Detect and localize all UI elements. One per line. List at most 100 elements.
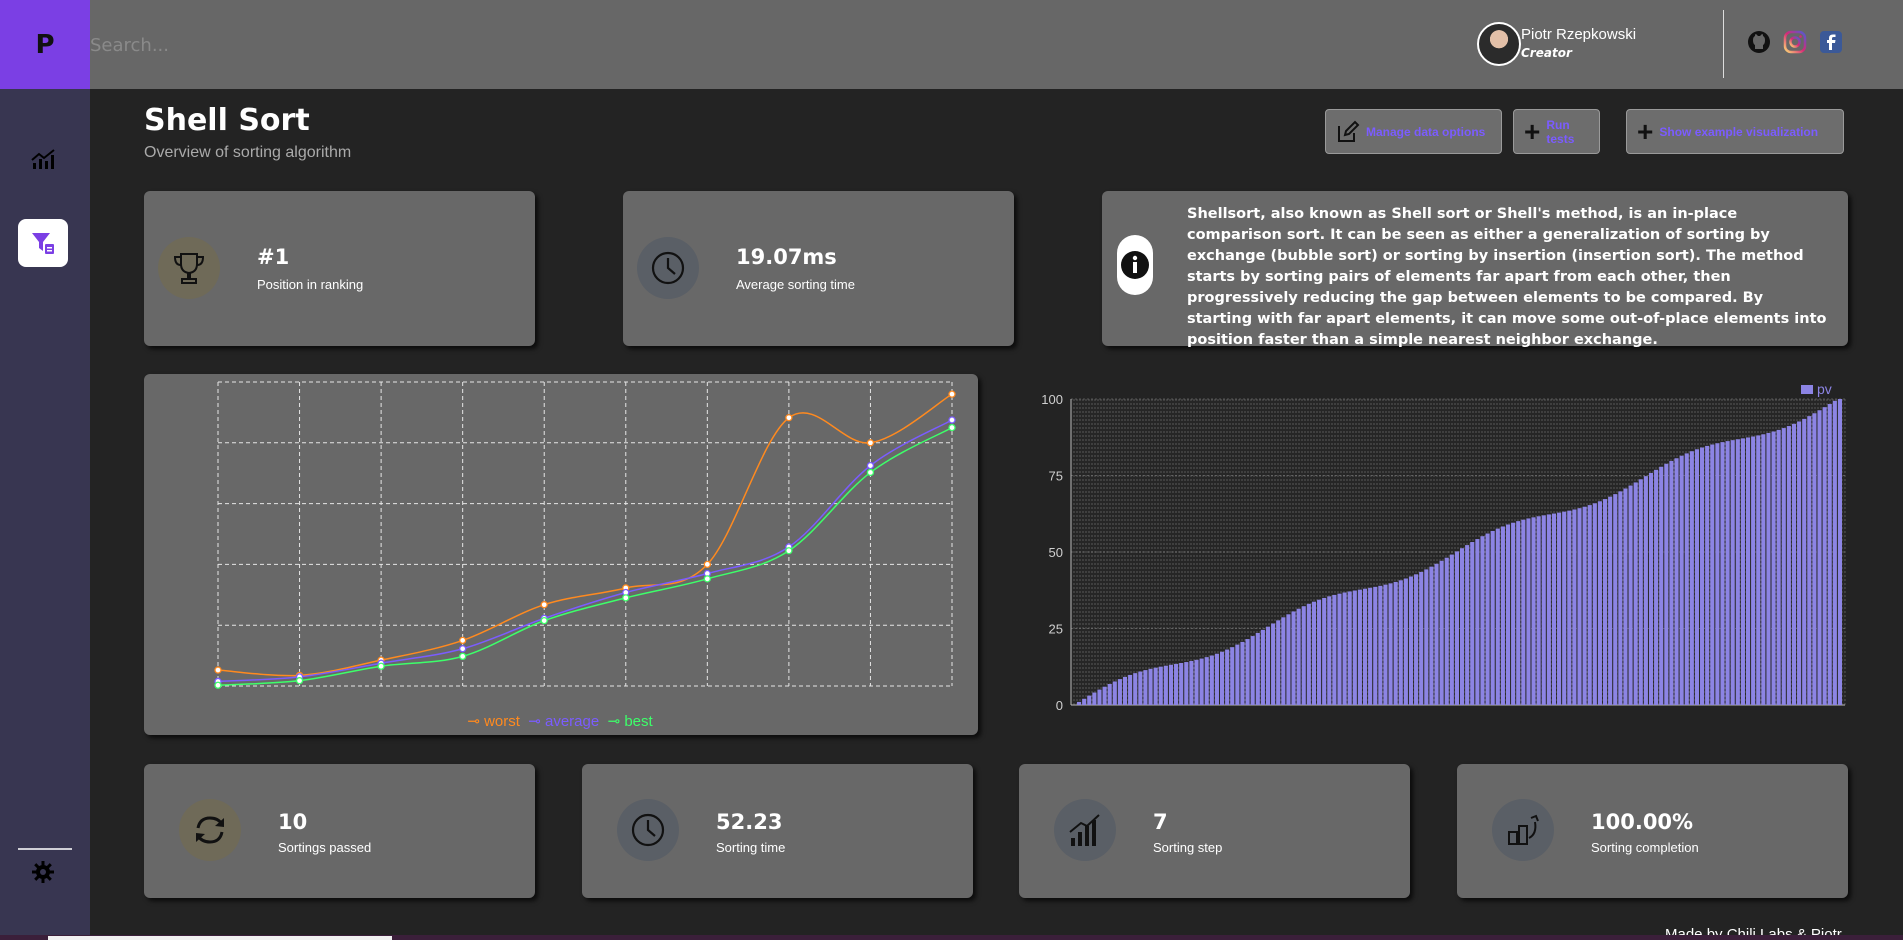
data-point-best[interactable] bbox=[377, 662, 385, 670]
avatar[interactable] bbox=[1477, 22, 1521, 66]
bar[interactable] bbox=[1613, 494, 1618, 705]
bar[interactable] bbox=[1679, 455, 1684, 705]
bar[interactable] bbox=[1291, 611, 1296, 705]
data-point-average[interactable] bbox=[948, 416, 956, 424]
bar[interactable] bbox=[1500, 526, 1505, 705]
bar[interactable] bbox=[1557, 512, 1562, 705]
bar[interactable] bbox=[1368, 587, 1373, 705]
bar[interactable] bbox=[1832, 400, 1837, 705]
bar[interactable] bbox=[1444, 557, 1449, 705]
bar[interactable] bbox=[1495, 528, 1500, 705]
bar[interactable] bbox=[1322, 597, 1327, 705]
bar[interactable] bbox=[1766, 432, 1771, 705]
bar[interactable] bbox=[1694, 449, 1700, 705]
bar[interactable] bbox=[1383, 584, 1388, 705]
bar[interactable] bbox=[1235, 644, 1240, 705]
bar[interactable] bbox=[1802, 418, 1807, 705]
bar[interactable] bbox=[1526, 518, 1531, 705]
bar[interactable] bbox=[1082, 698, 1087, 705]
bar[interactable] bbox=[1337, 593, 1342, 705]
bar[interactable] bbox=[1393, 581, 1398, 705]
bar[interactable] bbox=[1306, 603, 1311, 705]
data-point-worst[interactable] bbox=[948, 390, 956, 398]
data-point-best[interactable] bbox=[866, 468, 875, 477]
bar[interactable] bbox=[1725, 441, 1730, 705]
bar[interactable] bbox=[1475, 539, 1480, 705]
bar[interactable] bbox=[1347, 591, 1352, 705]
bar[interactable] bbox=[1408, 576, 1414, 705]
bar[interactable] bbox=[1419, 571, 1424, 705]
bar[interactable] bbox=[1424, 569, 1429, 705]
bar[interactable] bbox=[1827, 404, 1832, 705]
bar[interactable] bbox=[1429, 566, 1434, 705]
bar[interactable] bbox=[1551, 513, 1557, 705]
bar[interactable] bbox=[1133, 673, 1138, 705]
data-point-best[interactable] bbox=[703, 575, 711, 583]
bar[interactable] bbox=[1756, 435, 1761, 705]
data-point-worst[interactable] bbox=[540, 601, 548, 609]
bar[interactable] bbox=[1730, 440, 1735, 705]
bar[interactable] bbox=[1654, 469, 1659, 705]
bar[interactable] bbox=[1117, 679, 1122, 705]
bar[interactable] bbox=[1674, 458, 1679, 705]
bar[interactable] bbox=[1143, 670, 1148, 705]
data-point-worst[interactable] bbox=[459, 636, 467, 645]
bar[interactable] bbox=[1837, 399, 1842, 705]
bar[interactable] bbox=[1669, 460, 1674, 705]
bar[interactable] bbox=[1199, 658, 1204, 705]
data-point-worst[interactable] bbox=[866, 439, 875, 447]
bar[interactable] bbox=[1388, 583, 1393, 705]
bar[interactable] bbox=[1250, 636, 1255, 705]
bar[interactable] bbox=[1128, 674, 1133, 705]
data-point-average[interactable] bbox=[459, 645, 467, 653]
bar[interactable] bbox=[1582, 506, 1587, 705]
bar[interactable] bbox=[1276, 620, 1281, 705]
bar[interactable] bbox=[1317, 599, 1322, 705]
facebook-link[interactable] bbox=[1817, 28, 1845, 56]
data-point-best[interactable] bbox=[214, 681, 222, 689]
bar[interactable] bbox=[1414, 574, 1419, 705]
bar[interactable] bbox=[1225, 649, 1230, 705]
bar[interactable] bbox=[1648, 472, 1654, 705]
settings-button[interactable] bbox=[18, 848, 68, 896]
bar[interactable] bbox=[1449, 554, 1454, 705]
bar[interactable] bbox=[1281, 617, 1286, 705]
bar[interactable] bbox=[1608, 496, 1613, 705]
bar[interactable] bbox=[1174, 663, 1179, 705]
bar[interactable] bbox=[1271, 623, 1276, 705]
bar[interactable] bbox=[1179, 662, 1184, 705]
bar[interactable] bbox=[1214, 653, 1219, 705]
app-logo[interactable]: P bbox=[0, 0, 90, 89]
bar[interactable] bbox=[1219, 651, 1225, 705]
bar[interactable] bbox=[1684, 453, 1689, 705]
bar[interactable] bbox=[1546, 514, 1551, 705]
horizontal-scrollbar-thumb[interactable] bbox=[48, 936, 392, 940]
bar[interactable] bbox=[1470, 542, 1475, 705]
data-point-average[interactable] bbox=[866, 461, 875, 470]
bar[interactable] bbox=[1536, 516, 1541, 705]
bar[interactable] bbox=[1327, 596, 1332, 705]
bar[interactable] bbox=[1817, 410, 1822, 705]
sidebar-item-sorting[interactable] bbox=[18, 219, 68, 267]
bar[interactable] bbox=[1077, 701, 1082, 705]
bar[interactable] bbox=[1260, 629, 1265, 705]
bar[interactable] bbox=[1352, 590, 1357, 705]
data-point-worst[interactable] bbox=[785, 414, 793, 422]
bar[interactable] bbox=[1505, 524, 1511, 705]
bar[interactable] bbox=[1209, 655, 1214, 705]
bar[interactable] bbox=[1158, 666, 1163, 705]
bar[interactable] bbox=[1592, 503, 1597, 705]
bar[interactable] bbox=[1623, 488, 1628, 705]
bar[interactable] bbox=[1362, 588, 1368, 705]
instagram-link[interactable] bbox=[1781, 28, 1809, 56]
legend-best[interactable]: ⊸ best bbox=[607, 713, 653, 730]
bar[interactable] bbox=[1797, 421, 1802, 705]
bar[interactable] bbox=[1480, 536, 1485, 705]
bar[interactable] bbox=[1735, 439, 1740, 705]
bar[interactable] bbox=[1373, 586, 1378, 705]
sidebar-item-charts[interactable] bbox=[18, 136, 68, 184]
bar[interactable] bbox=[1357, 589, 1362, 705]
data-point-best[interactable] bbox=[459, 652, 467, 661]
bar[interactable] bbox=[1771, 431, 1776, 705]
bar[interactable] bbox=[1597, 501, 1602, 705]
